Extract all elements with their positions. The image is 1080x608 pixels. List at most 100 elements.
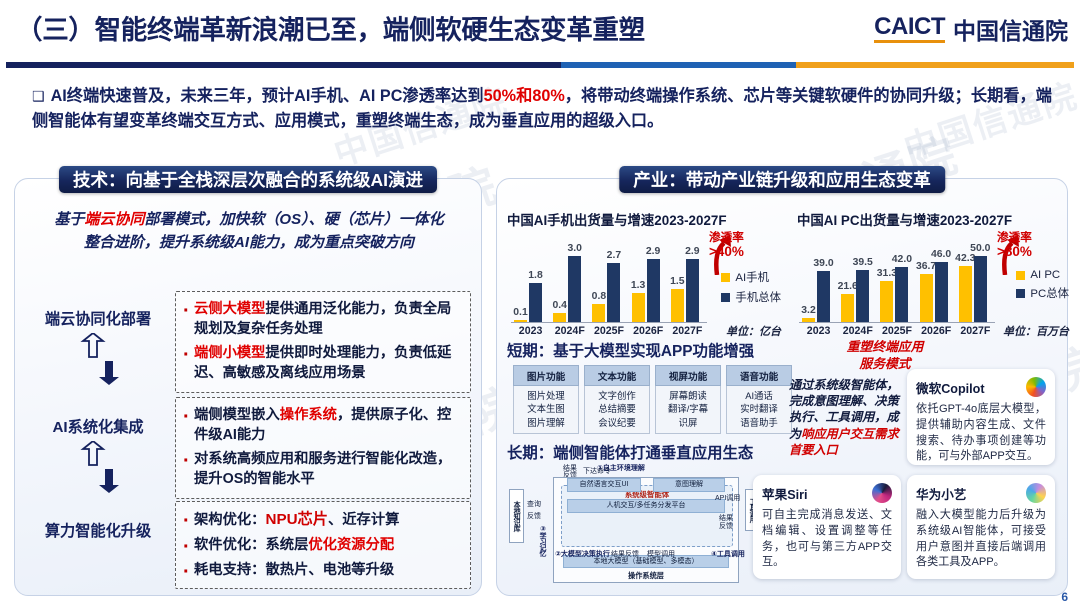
- func-column-header: 语音功能: [726, 365, 792, 386]
- diagram-edge-feedback: 反馈: [719, 523, 733, 530]
- bar-group: 0.8 2.7: [589, 227, 628, 322]
- func-column: 文本功能 文字创作 总结摘要 会议纪要: [584, 365, 650, 435]
- diagram-note-1: ①自主环境理解: [597, 465, 645, 472]
- list-item: 架构优化：NPU芯片、近存计算: [180, 508, 464, 536]
- bar-group: 3.2 39.0: [799, 227, 838, 322]
- card-body: 依托GPT-4o底层大模型，提供辅助内容生成、文件搜索、待办事项创建等功能，可与…: [916, 403, 1046, 463]
- func-item: 文本生图: [527, 403, 565, 415]
- func-item: 图片处理: [527, 390, 565, 401]
- diagram-edge-command: 下达命令: [583, 468, 611, 475]
- diagram-agent-container: 系统级智能体: [561, 485, 733, 547]
- bar-group: 31.3 42.0: [877, 227, 916, 322]
- row-label-compute-upgrade: 算力智能化升级: [44, 523, 152, 540]
- intro-part-b: 部署模式，: [144, 211, 220, 228]
- intro-line2: 整合进阶，提升系统级AI能力，成为重点突破方向: [83, 233, 414, 251]
- card-header: 微软Copilot: [916, 377, 1046, 397]
- bar-series-b: 39.0: [813, 258, 834, 322]
- card-body: 可自主完成消息发送、文档编辑、设置调整等任务，也可与第三方APP交互。: [762, 509, 892, 569]
- x-axis-tick: 2023: [518, 325, 543, 337]
- bidirectional-arrow-icon: [79, 439, 123, 493]
- bullet-text: ，提供原子化、控件级AI能力: [194, 407, 452, 443]
- diagram-os-layer-label: 操作系统层: [628, 571, 664, 580]
- bar-value-label: 2.9: [645, 245, 661, 257]
- list-item: 端侧小模型提供即时处理能力，负责低延迟、高敏感及离线应用场景: [180, 342, 464, 383]
- page-number: 6: [1061, 590, 1068, 604]
- bullet-box-compute-upgrade: 架构优化：NPU芯片、近存计算 软件优化：系统层优化资源分配 耗电支持：散热片、…: [175, 501, 471, 590]
- list-item: 端侧模型嵌入操作系统，提供原子化、控件级AI能力: [180, 404, 464, 445]
- industry-panel-banner: 产业：带动产业链升级和应用生态变革: [619, 166, 945, 193]
- chart-plot-area: 0.1 1.8 2023 0.4 3.0 2024F 0.8 2.7 2025F 1.3 2.9 20…: [511, 227, 707, 337]
- card-siri[interactable]: 苹果Siri 可自主完成消息发送、文档编辑、设置调整等任务，也可与第三方APP交…: [753, 475, 901, 579]
- bar-group: 0.4 3.0: [550, 227, 589, 322]
- x-axis-tick: 2026F: [633, 325, 664, 337]
- func-item: 文字创作: [598, 390, 636, 401]
- diagram-note-4: ④工具调用: [711, 551, 745, 558]
- bar-value-label: 1.8: [528, 269, 543, 281]
- card-header: 华为小艺: [916, 483, 1046, 503]
- lead-text-part2: ，将带动终端操作系统、芯片等关键软硬件的协同升级；长期看，端侧智能体有望变革终端…: [32, 87, 1052, 131]
- bar-series-a: 1.5: [670, 276, 685, 322]
- penetration-label: 渗透率: [997, 231, 1032, 244]
- bullet-text: 、近存计算: [327, 512, 400, 528]
- diagram-edge-feedback: 反馈: [527, 513, 541, 520]
- bar-value-label: 46.0: [930, 248, 952, 260]
- card-copilot[interactable]: 微软Copilot 依托GPT-4o底层大模型，提供辅助内容生成、文件搜索、待办…: [907, 369, 1055, 465]
- bullet-highlight: 云侧大模型: [194, 301, 266, 317]
- bar-group: 0.1 1.8: [511, 227, 550, 322]
- bullet-prefix: 端侧模型嵌入: [194, 407, 280, 423]
- legend-label: PC总体: [1030, 288, 1069, 300]
- penetration-badge-phone: 渗透率 >40%: [709, 231, 783, 260]
- bar-series-b: 39.5: [853, 257, 873, 322]
- bar-value-label: 50.0: [970, 243, 991, 255]
- chart-ai-pc-shipments: 3.2 39.0 2023 21.6 39.5 2024F 31.3 42.0 2025F 36.…: [793, 227, 1075, 339]
- legend-swatch-total-phone: [721, 292, 731, 302]
- chart-ai-phone-shipments: 0.1 1.8 2023 0.4 3.0 2024F 0.8 2.7 2025F 1.3 2.9 20…: [505, 227, 787, 339]
- bar-series-b: 46.0: [931, 249, 951, 322]
- bar-value-label: 1.5: [670, 276, 685, 288]
- logo-en-text: CAICT: [874, 15, 945, 43]
- bar-group: 1.5 2.9: [668, 227, 707, 322]
- reshape-title: 重塑终端应用 服务模式: [797, 339, 973, 372]
- growth-arrow-icon: [711, 235, 731, 276]
- func-column-body: 文字创作 总结摘要 会议纪要: [584, 386, 650, 435]
- card-xiaoyi[interactable]: 华为小艺 融入大模型能力后升级为系统级AI智能体，可接受用户意图并直接后端调用各…: [907, 475, 1055, 579]
- bar-series-b: 42.0: [892, 254, 912, 322]
- legend-item: 手机总体: [721, 289, 781, 305]
- bar-series-a: 0.4: [552, 300, 567, 322]
- divider-segment-blue: [561, 62, 797, 68]
- func-column-header: 图片功能: [513, 365, 579, 386]
- penetration-value: >80%: [997, 244, 1032, 260]
- siri-icon: [872, 483, 892, 503]
- diagram-box-nlui: 自然语言交互UI: [567, 478, 641, 492]
- bar-value-label: 3.2: [801, 304, 816, 316]
- app-function-table: 图片功能 图片处理 文本生图 图片理解 文本功能 文字创作 总结摘要 会议纪要 视屏功能 屏幕朗读…: [513, 365, 792, 435]
- list-item: 耗电支持：散热片、电池等升级: [180, 559, 464, 586]
- growth-arrow-icon: [999, 235, 1019, 276]
- diagram-edge-model-call: 模型调用: [647, 551, 675, 558]
- bullet-text: 提供即时处理能力，负责低延迟、高敏感及离线应用场景: [194, 345, 452, 382]
- card-body: 融入大模型能力后升级为系统级AI智能体，可接受用户意图并直接后端调用各类工具及A…: [916, 509, 1046, 569]
- bar-value-label: 3.0: [567, 243, 582, 255]
- bullet-highlight: NPU芯片: [265, 511, 328, 528]
- lead-paragraph: ❑ AI终端快速普及，未来三年，预计AI手机、AI PC渗透率达到50%和80%，…: [32, 84, 1052, 134]
- reshape-title-line2: 服务模式: [859, 355, 911, 371]
- bar-value-label: 0.1: [513, 306, 528, 318]
- penetration-value: >40%: [709, 244, 744, 260]
- chart-legend-phone: AI手机 手机总体: [721, 269, 781, 309]
- diagram-edge-query: 查询: [527, 501, 541, 508]
- industry-panel: 产业：带动产业链升级和应用生态变革 中国AI手机出货量与增速2023-2027F…: [496, 166, 1069, 596]
- list-item: 对系统高频应用和服务进行智能化改造，提升OS的智能水平: [180, 448, 464, 489]
- diagram-local-knowledge-base: 本地知识库: [509, 489, 524, 543]
- chart-title-ai-pc: 中国AI PC出货量与增速2023-2027F: [797, 213, 1013, 228]
- list-item: 云侧大模型提供通用泛化能力，负责全局规划及复杂任务处理: [180, 298, 464, 339]
- diagram-edge-result-feedback: 结果反馈: [611, 551, 639, 558]
- blurb-highlight: 响应用户交互需求首要入口: [789, 426, 899, 457]
- func-item: AI通话: [745, 390, 773, 401]
- bullet-highlight: 操作系统: [279, 407, 337, 423]
- section-head-short-term: 短期：基于大模型实现APP功能增强: [507, 343, 755, 360]
- bar-value-label: 31.3: [876, 267, 898, 279]
- intro-highlight: 端云协同: [84, 211, 145, 228]
- diagram-edge-api: API调用: [715, 495, 741, 502]
- bar-series-a: 21.6: [838, 281, 858, 322]
- intro-part-italic: 加快软（OS）、硬（芯片）一体化: [219, 211, 444, 228]
